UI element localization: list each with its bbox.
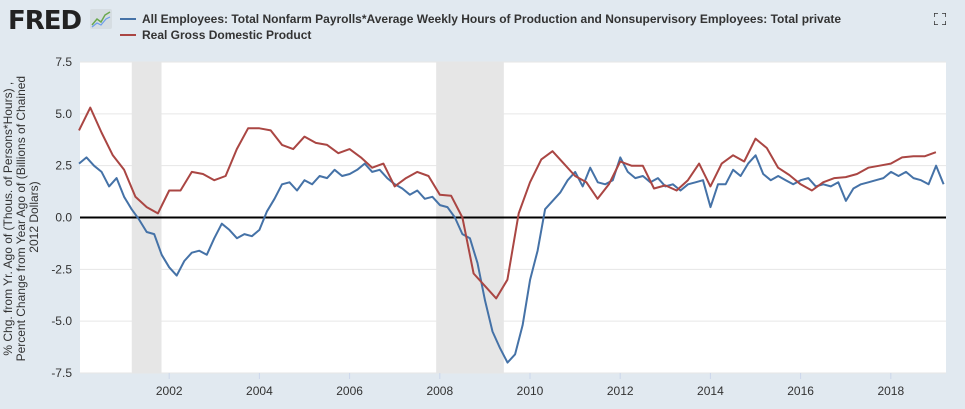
y-axis-label-line: 2012 Dollars) [27,181,41,252]
legend-item-series1[interactable]: All Employees: Total Nonfarm Payrolls*Av… [120,11,841,27]
x-tick-label: 2018 [877,384,904,398]
y-axis-label-line: % Chg. from Yr. Ago of (Thous. of Person… [1,82,15,356]
y-tick-label: 2.5 [55,159,72,173]
x-tick-label: 2006 [336,384,363,398]
logo-graph-icon [90,9,112,29]
series-line-1[interactable] [78,154,945,364]
x-tick-label: 2014 [697,384,724,398]
series-line-2[interactable] [78,106,937,300]
y-tick-label: 7.5 [55,55,72,69]
legend-item-series2[interactable]: Real Gross Domestic Product [120,27,841,43]
y-tick-label: -5.0 [51,314,72,328]
y-axis-label: % Chg. from Yr. Ago of (Thous. of Person… [1,73,41,362]
legend-swatch [120,18,136,20]
y-axis-label-line: Percent Change from Year Ago of (Billion… [14,76,28,362]
x-tick-label: 2010 [517,384,544,398]
x-tick-label: 2012 [607,384,634,398]
legend-label: Real Gross Domestic Product [142,28,312,42]
y-tick-label: 5.0 [55,107,72,121]
y-tick-label: -7.5 [51,366,72,380]
x-tick-label: 2016 [787,384,814,398]
x-tick-label: 2002 [156,384,183,398]
x-tick-label: 2008 [426,384,453,398]
y-tick-label: 0.0 [55,211,72,225]
legend-label: All Employees: Total Nonfarm Payrolls*Av… [142,12,842,26]
fred-logo: FRED [8,6,82,36]
x-tick-label: 2004 [246,384,273,398]
legend-swatch [120,34,136,36]
y-tick-label: -2.5 [51,262,72,276]
chart-legend: All Employees: Total Nonfarm Payrolls*Av… [120,11,841,43]
